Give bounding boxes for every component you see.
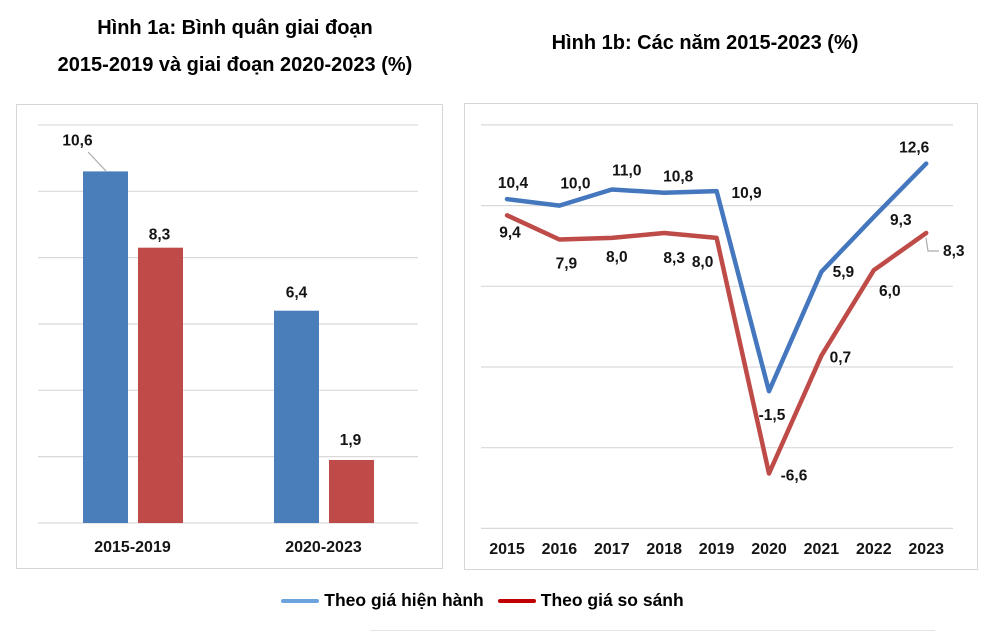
bar-value-label: 8,3 [149, 227, 171, 244]
point-value-label: 8,3 [943, 243, 965, 260]
legend-label-hien-hanh: Theo giá hiện hành [324, 590, 484, 610]
bar-2015-2019-series2 [138, 247, 183, 523]
x-axis-label: 2018 [646, 541, 682, 558]
point-value-label: 10,4 [498, 175, 529, 192]
bar-chart-1a: 10,6 8,3 2015-2019 6,4 1,9 2020-2023 [38, 124, 418, 556]
x-axis-label: 2020 [751, 541, 787, 558]
figure-1b-title-text: Hình 1b: Các năm 2015-2023 (%) [551, 32, 859, 54]
legend: Theo giá hiện hành Theo giá so sánh [0, 590, 965, 611]
point-value-label: -6,6 [781, 468, 808, 485]
figure-1a-title-line1: Hình 1a: Bình quân giai đoạn [97, 17, 373, 39]
figure-1a-title: Hình 1a: Bình quân giai đoạn 2015-2019 v… [5, 10, 465, 84]
x-axis-label: 2017 [594, 541, 630, 558]
x-axis-label: 2015 [489, 541, 525, 558]
x-axis-label: 2020-2023 [285, 539, 362, 556]
bar-2020-2023-series2 [329, 459, 374, 523]
x-axis-label: 2021 [804, 541, 840, 558]
label-leader-line [87, 151, 107, 172]
line-series2 [504, 213, 929, 476]
point-value-label: 8,0 [692, 254, 714, 271]
legend-item-so-sanh: Theo giá so sánh [497, 590, 684, 611]
x-axis-label: 2015-2019 [94, 539, 171, 556]
x-axis-label: 2019 [699, 541, 735, 558]
x-axis-label: 2016 [542, 541, 578, 558]
point-value-label: 8,0 [606, 249, 628, 266]
point-value-label: 12,6 [899, 140, 930, 157]
figure-1a-panel: 10,6 8,3 2015-2019 6,4 1,9 2020-2023 [16, 104, 443, 569]
bar-2015-2019-series1 [83, 171, 128, 523]
point-value-label: 6,0 [879, 283, 901, 300]
point-value-label: 10,9 [732, 185, 763, 202]
point-value-label: 9,4 [499, 224, 521, 241]
point-value-label: 9,3 [890, 212, 912, 229]
legend-label-so-sanh: Theo giá so sánh [540, 590, 684, 610]
x-axis-label: 2023 [908, 541, 944, 558]
legend-line-swatch-red-icon [497, 598, 536, 603]
legend-line-swatch-blue-icon [281, 598, 320, 603]
bar-2020-2023-series1 [274, 310, 319, 523]
bar-value-label: 1,9 [340, 432, 362, 449]
point-value-label: 0,7 [830, 350, 852, 367]
bottom-divider [370, 630, 935, 631]
point-value-label: 10,8 [663, 169, 694, 186]
figure-1a-title-line2: 2015-2019 và giai đoạn 2020-2023 (%) [57, 54, 413, 76]
point-value-label: -1,5 [759, 407, 786, 424]
bar-value-label: 10,6 [62, 132, 93, 149]
point-value-label: 7,9 [556, 255, 578, 272]
point-value-label: 10,0 [560, 176, 590, 193]
figure-1b-title: Hình 1b: Các năm 2015-2023 (%) [435, 30, 975, 56]
legend-item-hien-hanh: Theo giá hiện hành [281, 590, 484, 611]
line-chart-1b: 10,4 10,0 11,0 10,8 10,9 -1,5 5,9 9,3 12,6 9,4 7,9… [481, 124, 965, 558]
point-value-label: 11,0 [612, 162, 641, 179]
x-axis-label: 2022 [856, 541, 892, 558]
bar-value-label: 6,4 [286, 285, 308, 302]
label-leader-line [925, 237, 939, 252]
figure-1b-panel: 10,4 10,0 11,0 10,8 10,9 -1,5 5,9 9,3 12,6 9,4 7,9… [464, 103, 978, 570]
point-value-label: 8,3 [663, 250, 685, 267]
point-value-label: 5,9 [833, 264, 855, 281]
line-series1 [504, 161, 929, 394]
